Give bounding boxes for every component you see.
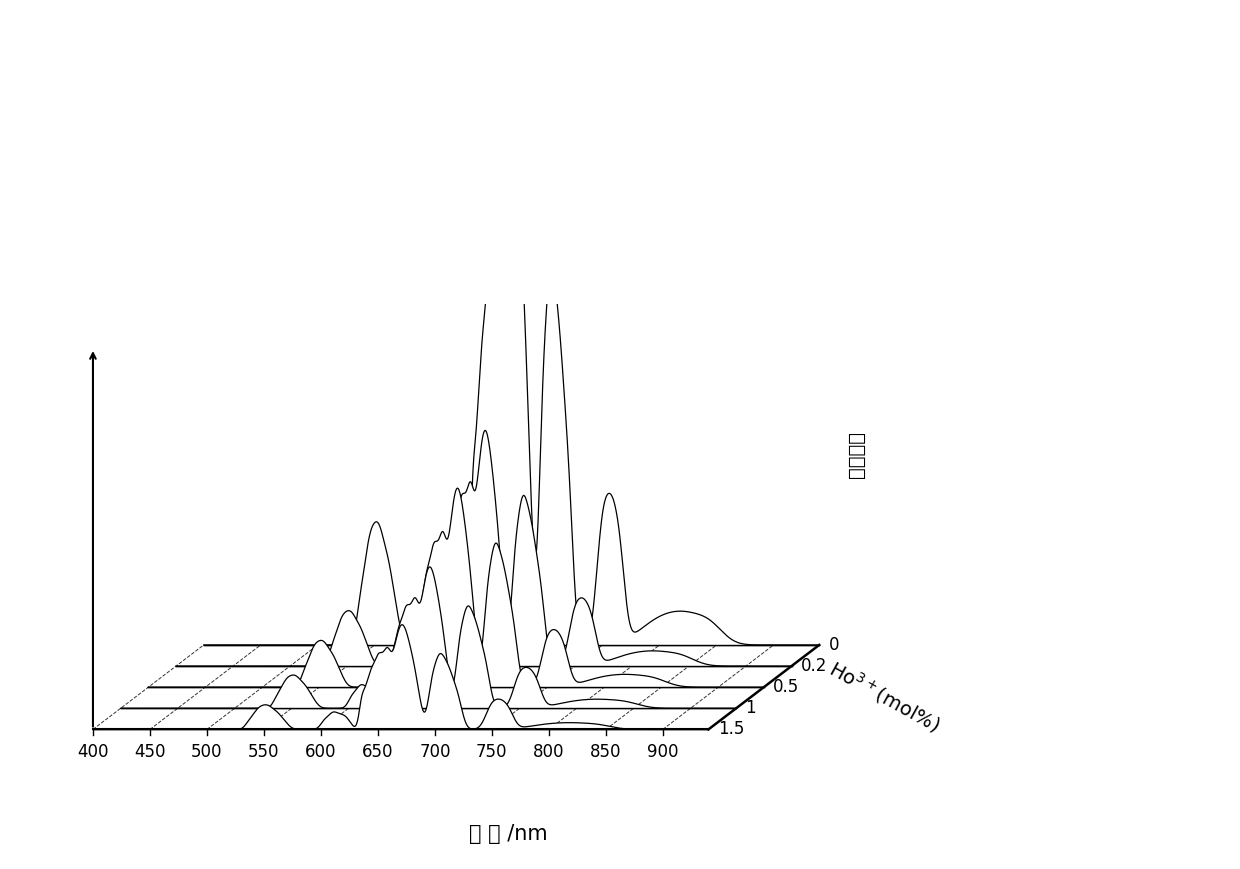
- Polygon shape: [176, 430, 791, 666]
- Text: 0: 0: [828, 636, 839, 654]
- Polygon shape: [93, 625, 708, 729]
- Text: 400: 400: [77, 743, 109, 760]
- Text: 850: 850: [590, 743, 621, 760]
- Text: 波 长 /nm: 波 长 /nm: [469, 825, 548, 845]
- Text: 0.2: 0.2: [801, 657, 827, 675]
- Text: Ho$^{3+}$(mol%): Ho$^{3+}$(mol%): [826, 656, 945, 736]
- Text: 750: 750: [476, 743, 507, 760]
- Text: 900: 900: [647, 743, 678, 760]
- Text: 600: 600: [305, 743, 336, 760]
- Text: 550: 550: [248, 743, 280, 760]
- Text: 450: 450: [134, 743, 166, 760]
- Text: 800: 800: [533, 743, 564, 760]
- Text: 1.5: 1.5: [718, 720, 744, 739]
- Polygon shape: [149, 488, 764, 687]
- Text: 1: 1: [745, 700, 756, 717]
- Polygon shape: [203, 121, 820, 645]
- Text: 650: 650: [362, 743, 393, 760]
- Polygon shape: [120, 567, 737, 708]
- Text: 相对强度: 相对强度: [847, 431, 866, 478]
- Text: 500: 500: [191, 743, 223, 760]
- Text: 0.5: 0.5: [773, 678, 800, 696]
- Text: 700: 700: [419, 743, 450, 760]
